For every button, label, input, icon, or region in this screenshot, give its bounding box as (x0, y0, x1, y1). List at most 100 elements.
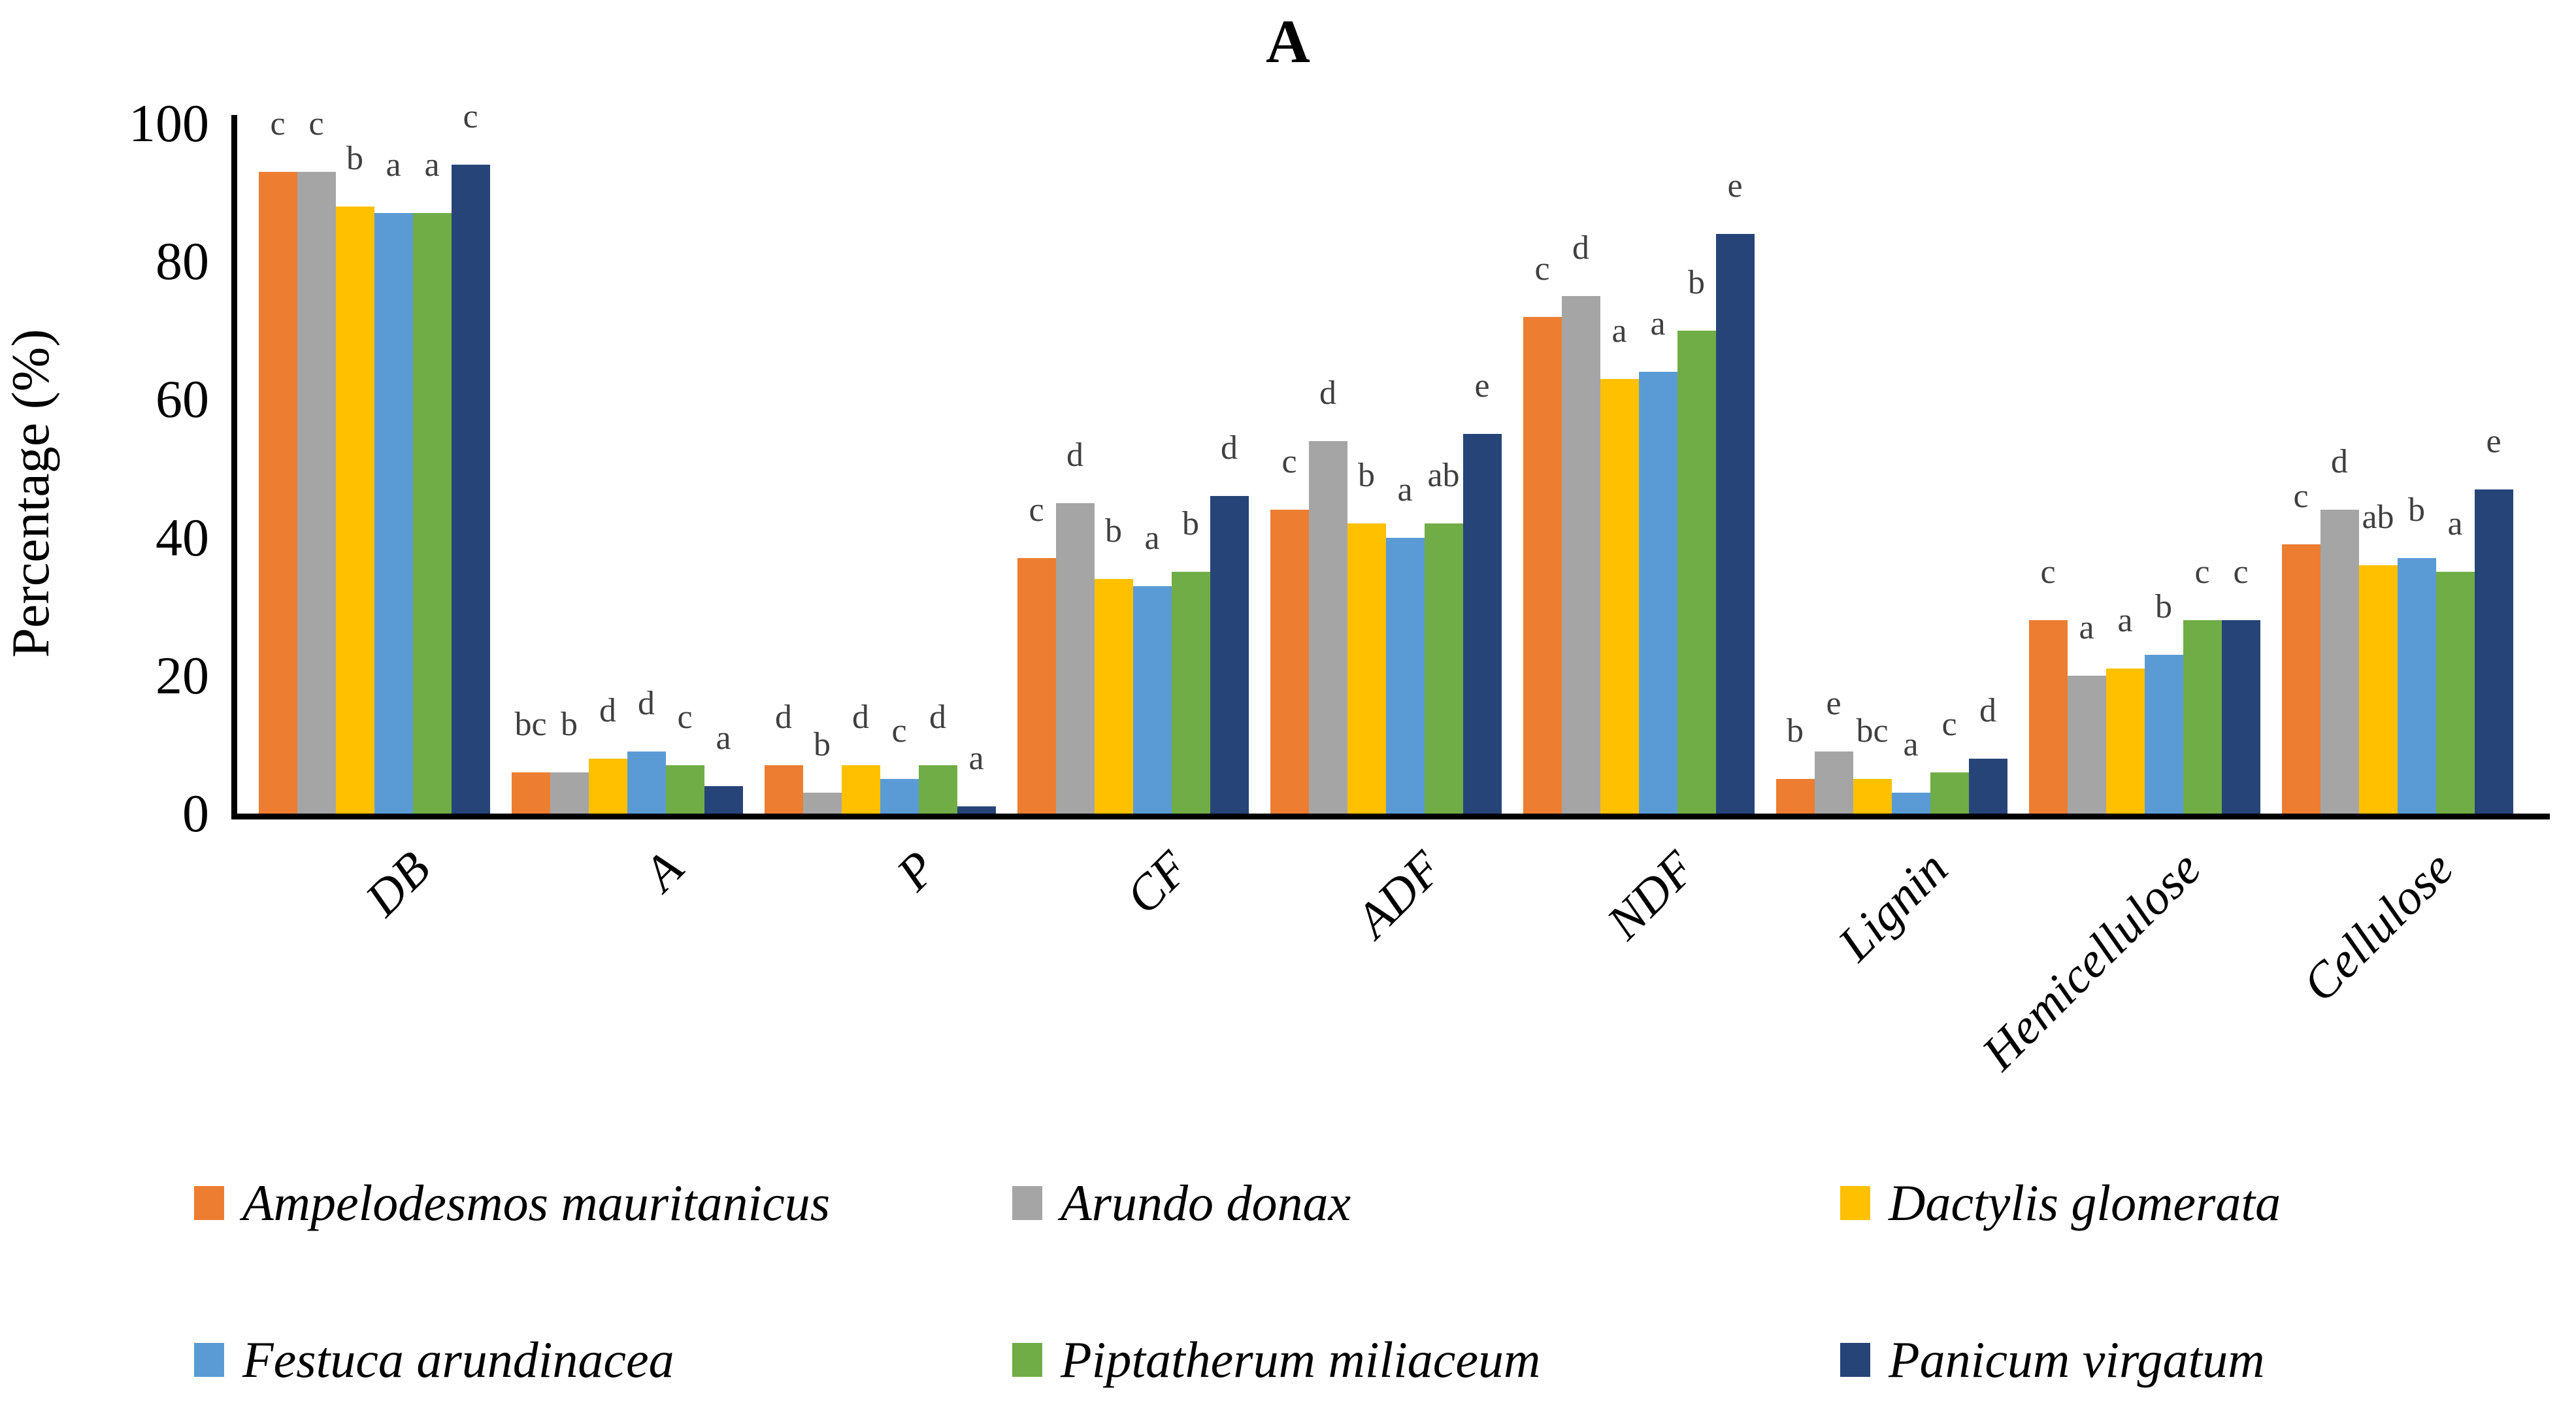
bar: c (297, 105, 336, 814)
x-tick-label: ADF (1345, 840, 1453, 948)
bar: b (2397, 491, 2436, 814)
bar: c (665, 699, 704, 814)
bar: a (2105, 602, 2145, 814)
y-tick-label: 20 (156, 645, 209, 705)
significance-letter: b (1688, 263, 1705, 301)
legend-label: Ampelodesmos mauritanicus (242, 1174, 831, 1231)
significance-letter: b (1105, 512, 1122, 550)
legend-label: Piptatherum miliaceum (1061, 1331, 1541, 1388)
legend-item: Panicum virgatum (1840, 1330, 2265, 1389)
bar: b (1347, 457, 1386, 814)
significance-letter: e (2486, 422, 2502, 460)
bar: c (451, 98, 490, 814)
bar: d (1968, 692, 2007, 814)
bar: a (1638, 305, 1677, 814)
bar: c (2221, 553, 2260, 814)
significance-letter: d (775, 699, 792, 736)
legend-swatch (1012, 1186, 1042, 1220)
bar: d (764, 699, 803, 814)
significance-letter: b (1787, 712, 1804, 750)
significance-letter: a (716, 719, 731, 757)
bar: a (2436, 505, 2475, 814)
legend-swatch (194, 1343, 224, 1377)
significance-letter: e (1474, 367, 1490, 405)
significance-letter: d (1221, 429, 1238, 467)
legend-swatch (1840, 1186, 1870, 1220)
significance-letter: c (1029, 491, 1044, 529)
bar: a (1132, 520, 1172, 814)
legend-swatch (1012, 1343, 1042, 1377)
bar: c (880, 712, 919, 814)
bar: b (2144, 588, 2183, 814)
bar: d (1561, 229, 1600, 814)
y-tick-label: 0 (182, 784, 209, 843)
x-tick-label: DB (355, 840, 441, 927)
significance-letter: d (1066, 436, 1083, 474)
significance-letter: b (814, 726, 831, 764)
significance-letter: d (1979, 691, 1996, 729)
legend-swatch (194, 1186, 224, 1220)
bar: a (957, 740, 996, 814)
significance-letter: a (1144, 519, 1160, 557)
legend-item: Ampelodesmos mauritanicus (194, 1174, 830, 1232)
y-axis-line (231, 115, 237, 819)
significance-letter: a (1903, 726, 1919, 764)
bar: c (2028, 553, 2068, 814)
significance-letter: a (2079, 608, 2094, 646)
bar: e (2474, 423, 2513, 814)
significance-letter: d (929, 699, 946, 736)
significance-letter: b (1358, 457, 1375, 495)
bar: b (1171, 505, 1210, 814)
significance-letter: c (677, 699, 693, 736)
significance-letter: c (463, 98, 478, 136)
plot-area: c c b a a c bc b d d c a d b d c d a c d b a b d c d b a ab e c d a a b e b e… (248, 98, 2524, 814)
bar: b (550, 706, 589, 814)
bar: a (412, 146, 452, 814)
bar: d (588, 692, 627, 814)
bar: b (335, 140, 374, 814)
bar-group-adf: c d b a ab e (1259, 367, 1512, 814)
significance-letter: c (1534, 250, 1550, 288)
bar: d (1308, 374, 1347, 814)
legend-item: Festuca arundinacea (194, 1330, 674, 1389)
legend-label: Panicum virgatum (1889, 1331, 2265, 1388)
significance-letter: c (2040, 553, 2056, 591)
legend-label: Festuca arundinacea (242, 1331, 674, 1388)
bar: c (1930, 706, 1969, 814)
bar: d (2320, 443, 2359, 814)
significance-letter: b (561, 705, 578, 743)
significance-letter: a (968, 740, 984, 778)
significance-letter: bc (1856, 712, 1889, 750)
y-tick-label: 100 (129, 93, 209, 153)
x-tick-label: CF (1115, 840, 1200, 925)
x-tick-label: P (886, 840, 947, 901)
bar: c (2183, 553, 2222, 814)
bar: d (841, 699, 880, 814)
significance-letter: d (852, 699, 869, 736)
significance-letter: d (1572, 229, 1589, 267)
bar: bc (511, 706, 550, 814)
bar: b (1094, 512, 1133, 814)
bar-group-cellulose: c d ab b a e (2271, 423, 2524, 814)
significance-letter: ab (1427, 457, 1460, 495)
legend-item: Piptatherum miliaceum (1012, 1330, 1540, 1389)
bar: d (1210, 429, 1249, 814)
legend-label: Dactylis glomerata (1889, 1174, 2281, 1231)
bar: ab (2358, 499, 2398, 814)
significance-letter: a (1397, 471, 1413, 508)
significance-letter: b (2155, 588, 2172, 626)
bar: d (918, 699, 957, 814)
bar: c (258, 105, 297, 814)
bar: b (1775, 712, 1815, 814)
significance-letter: e (1727, 167, 1743, 205)
bar: c (2281, 478, 2320, 814)
bar: d (1055, 437, 1095, 814)
bar: a (374, 146, 413, 814)
significance-letter: a (424, 146, 440, 184)
bar: a (1385, 471, 1425, 814)
x-tick-label: NDF (1596, 840, 1706, 950)
significance-letter: b (1182, 505, 1199, 543)
